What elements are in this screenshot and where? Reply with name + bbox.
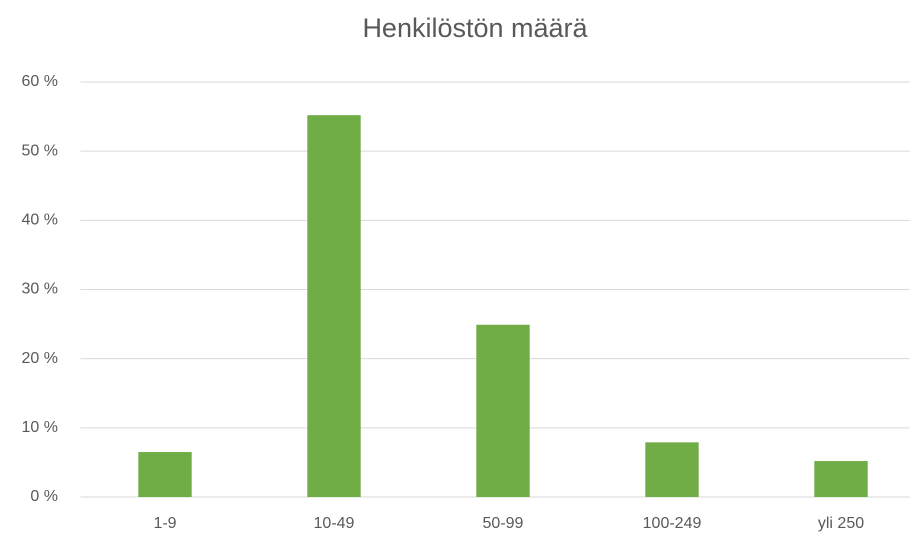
y-tick-label: 40 % [22,212,58,229]
y-tick-label: 20 % [22,350,58,367]
chart-title: Henkilöstön määrä [362,13,588,43]
bar [476,324,530,497]
bar [307,115,361,497]
x-tick-label: 50-99 [483,515,524,532]
y-tick-label: 0 % [30,488,58,505]
x-tick-label: 10-49 [314,515,355,532]
bar [645,442,699,497]
x-tick-label: 100-249 [643,515,702,532]
y-tick-label: 10 % [22,419,58,436]
y-tick-label: 30 % [22,281,58,298]
x-tick-label: 1-9 [153,515,176,532]
y-tick-label: 50 % [22,142,58,159]
bar [138,452,192,497]
bar [814,461,868,497]
x-tick-label: yli 250 [818,515,864,532]
y-tick-label: 60 % [22,73,58,90]
